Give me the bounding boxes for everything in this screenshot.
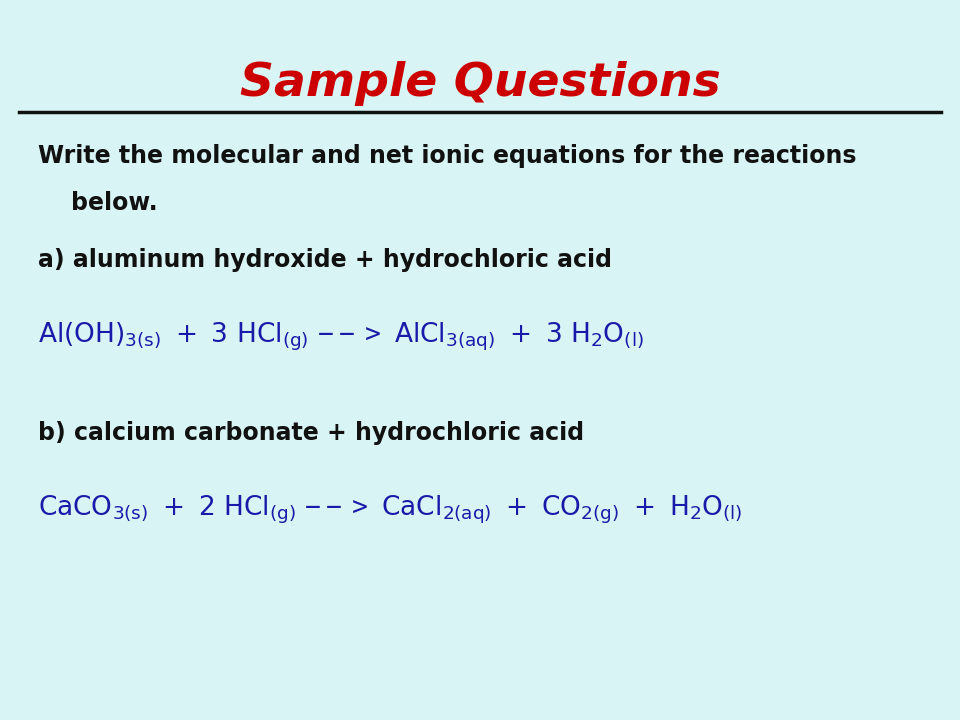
Text: b) calcium carbonate + hydrochloric acid: b) calcium carbonate + hydrochloric acid bbox=[38, 421, 585, 445]
Text: Write the molecular and net ionic equations for the reactions: Write the molecular and net ionic equati… bbox=[38, 144, 857, 168]
Text: below.: below. bbox=[38, 191, 158, 215]
Text: $\rm CaCO_{3(s)}\ +\ 2\ HCl_{(g)}\ \mathtt{-->}\ CaCl_{2(aq)}\ +\ CO_{2(g)}\ +\ : $\rm CaCO_{3(s)}\ +\ 2\ HCl_{(g)}\ \math… bbox=[38, 493, 743, 526]
Text: $\rm Al(OH)_{3(s)}\ +\ 3\ HCl_{(g)}\ \mathtt{-->}\ AlCl_{3(aq)}\ +\ 3\ H_2O_{(l): $\rm Al(OH)_{3(s)}\ +\ 3\ HCl_{(g)}\ \ma… bbox=[38, 320, 644, 353]
Text: Sample Questions: Sample Questions bbox=[240, 61, 720, 106]
Text: a) aluminum hydroxide + hydrochloric acid: a) aluminum hydroxide + hydrochloric aci… bbox=[38, 248, 612, 272]
